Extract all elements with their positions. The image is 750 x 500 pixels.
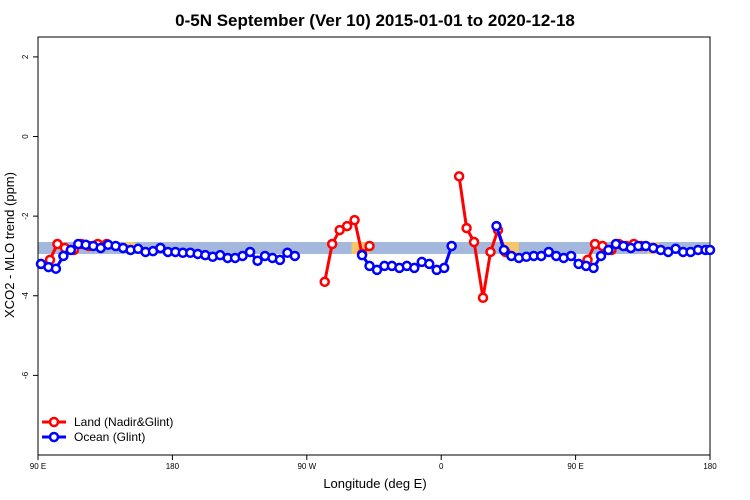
- series-0-point-1-4: [349, 214, 360, 226]
- series-1-point-0-4: [65, 244, 77, 256]
- y-tick-label-2: -2: [21, 212, 30, 220]
- legend-marker-0: [48, 416, 60, 428]
- series-0-point-2-3: [477, 292, 489, 304]
- x-tick-label-1: 180: [166, 462, 180, 471]
- series-0-point-2-2: [468, 236, 480, 248]
- series-1-point-0-28: [244, 246, 256, 258]
- series-1-point-2-10: [565, 250, 577, 262]
- legend-marker-1: [48, 431, 60, 443]
- series-1-point-0-16: [155, 242, 166, 254]
- series-1-point-2-15: [603, 244, 614, 256]
- series-1-point-1-0: [356, 249, 368, 261]
- series-1-point-1-11: [438, 262, 450, 274]
- series-1-point-0-27: [237, 250, 248, 262]
- series-1-point-0-2: [50, 263, 62, 274]
- plot-area: 90 E 180 90 W 0 90 E 180 -6 -4 -2 0 2 Land (Nadir&G…: [21, 36, 717, 471]
- series-1-point-2-13: [588, 262, 599, 274]
- y-tick-label-0: -6: [21, 371, 30, 379]
- y-axis-label: XCO2 - MLO trend (ppm): [2, 172, 17, 318]
- series-1-point-0-34: [289, 250, 301, 262]
- series-0-point-1-2: [334, 224, 345, 236]
- series-1-point-2-1: [498, 244, 510, 256]
- x-tick-label-5: 180: [703, 462, 717, 471]
- chart-title: 0-5N September (Ver 10) 2015-01-01 to 20…: [175, 11, 575, 30]
- series-1-point-1-7: [409, 262, 420, 274]
- x-tick-label-4: 90 E: [567, 462, 583, 471]
- series-1-point-0-29: [252, 255, 263, 266]
- x-axis-label: Longitude (deg E): [323, 476, 426, 491]
- series-0-point-1-3: [341, 220, 353, 232]
- series-0-point-2-4: [485, 246, 496, 258]
- legend-label-1: Ocean (Glint): [74, 430, 145, 444]
- series-1-point-2-7: [543, 246, 554, 258]
- legend-label-0: Land (Nadir&Glint): [74, 415, 173, 429]
- y-tick-label-1: -4: [21, 292, 30, 300]
- series-1-point-0-3: [58, 250, 69, 262]
- series-0-point-1-6: [364, 240, 375, 252]
- x-tick-label-0: 90 E: [30, 462, 46, 471]
- x-tick-label-2: 90 W: [297, 462, 316, 471]
- series-1-point-0-32: [274, 254, 286, 266]
- x-tick-label-3: 0: [439, 462, 444, 471]
- series-1-point-1-2: [371, 264, 383, 276]
- series-1-point-1-1: [364, 260, 375, 272]
- series-1-point-2-6: [536, 250, 547, 262]
- series-1-point-2-14: [595, 250, 607, 262]
- series-0-point-1-1: [326, 238, 338, 250]
- series-0-point-0-1: [52, 238, 63, 250]
- y-tick-label-3: 0: [21, 134, 30, 139]
- series-1-point-2-29: [704, 244, 716, 256]
- band-segment-1-2: [500, 242, 519, 254]
- y-tick-label-4: 2: [21, 54, 30, 59]
- series-1-point-2-0: [491, 220, 502, 232]
- series-0-point-1-0: [319, 276, 330, 288]
- series-0-point-2-1: [461, 222, 472, 234]
- series-1-point-1-12: [446, 240, 457, 252]
- series-0-point-2-0: [453, 171, 465, 182]
- series-1-point-1-9: [424, 258, 435, 270]
